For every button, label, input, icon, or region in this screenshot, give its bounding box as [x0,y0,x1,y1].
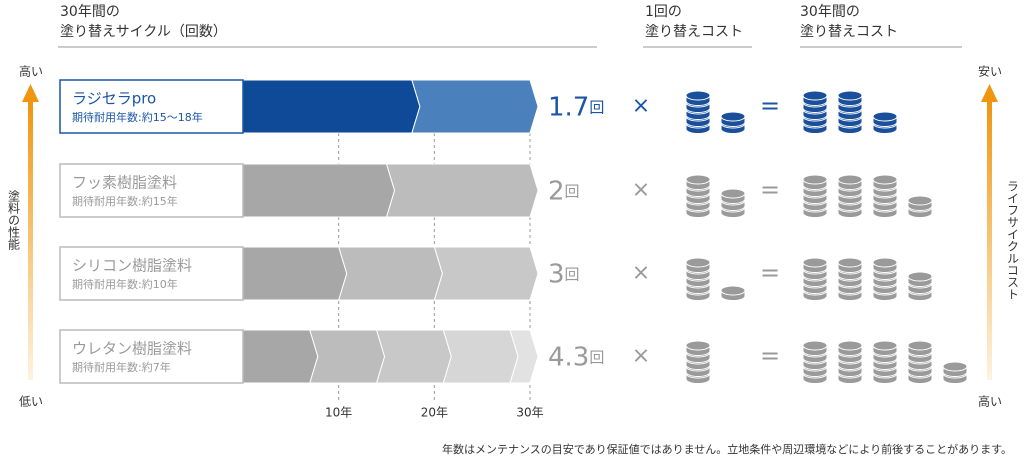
axis-label: 塗料の性能 [7,190,21,250]
cycle-segment [242,79,421,134]
axis-bottom: 高い [978,395,1002,409]
cycle-segment [337,246,443,301]
cycle-segment [309,329,386,384]
row-durability: 期待耐用年数:約7年 [72,360,171,374]
coin-top [685,174,711,185]
cycle-segment [375,329,452,384]
multiply-sign: × [632,94,650,119]
name-box [59,163,244,218]
header-text: 塗り替えコスト [800,24,898,40]
count-unit: 回 [589,98,604,116]
axis-label: ライフサイクルコスト [1006,180,1020,300]
x-tick-label: 30年 [516,406,543,420]
cycle-segment [433,246,539,301]
header-text: 塗り替えコスト [645,24,743,40]
header-text: 30年間の [800,4,860,20]
count-value: 2 [548,176,565,206]
axis-bottom: 低い [19,395,43,409]
coin-top [907,271,933,282]
header-text: 塗り替えサイクル（回数） [60,24,227,40]
axis-arrow-head [981,84,998,102]
coin-top [720,111,746,122]
multiply-sign: × [632,261,650,286]
coin-top [802,174,828,185]
axis-arrow [987,100,992,380]
coin-top [802,340,828,351]
equals-sign: = [760,176,780,204]
equals-sign: = [760,342,780,370]
header-text: 30年間の [60,4,120,20]
coin-top [872,257,898,268]
coin-top [872,111,898,122]
coin-top [837,174,863,185]
cycle-count: 3回 [548,259,580,289]
axis-top: 高い [19,65,43,79]
right-axis: 安い ライフサイクルコスト 高い [978,65,1020,409]
coin-top [720,285,746,296]
coin-top [720,188,746,199]
multiply-sign: × [632,344,650,369]
cycle-segment [411,79,539,134]
coin-top [837,340,863,351]
cycle-segment [242,246,348,301]
note: 年数はメンテナンスの目安であり保証値ではありません。立地条件や周辺環境などにより… [442,442,1012,456]
multiply-sign: × [632,178,650,203]
coin-top [907,195,933,206]
axis-arrow [28,100,33,380]
row-durability: 期待耐用年数:約15〜18年 [72,110,203,124]
coin-top [685,340,711,351]
coin-top [907,340,933,351]
x-tick-label: 20年 [421,406,448,420]
count-unit: 回 [565,265,580,283]
axis-top: 安い [978,65,1002,79]
row-name: フッ素樹脂塗料 [72,174,177,192]
x-tick-label: 10年 [325,406,352,420]
count-value: 3 [548,259,565,289]
cycle-segment [442,329,519,384]
cycle-count: 4.3回 [548,342,604,372]
coin-top [837,90,863,101]
axis-label-bg [2,180,24,260]
coin-top [942,361,968,372]
row-durability: 期待耐用年数:約15年 [72,194,178,208]
header-text: 1回の [645,4,682,20]
cycle-segment [242,163,396,218]
coin-top [837,257,863,268]
equals-sign: = [760,92,780,120]
cycle-count: 1.7回 [548,92,604,122]
coin-top [802,257,828,268]
cycle-segment [242,329,319,384]
row-name: シリコン樹脂塗料 [72,257,192,275]
coin-top [685,257,711,268]
left-axis: 高い 塗料の性能 低い [2,65,43,409]
count-unit: 回 [565,182,580,200]
coin-top [685,90,711,101]
axis-arrow-head [22,84,39,102]
cycle-segment [385,163,539,218]
row-durability: 期待耐用年数:約10年 [72,277,178,291]
headers: 30年間の 塗り替えサイクル（回数） 1回の 塗り替えコスト 30年間の 塗り替… [60,4,898,40]
name-box [59,329,244,384]
name-box [59,79,244,134]
row-name: ウレタン樹脂塗料 [72,340,192,358]
name-box [59,246,244,301]
row-name: ラジセラpro [72,90,156,108]
cycle-count: 2回 [548,176,580,206]
count-value: 4.3 [548,342,589,372]
count-value: 1.7 [548,92,589,122]
coin-top [872,340,898,351]
equals-sign: = [760,259,780,287]
count-unit: 回 [589,348,604,366]
coin-top [802,90,828,101]
coin-top [872,174,898,185]
